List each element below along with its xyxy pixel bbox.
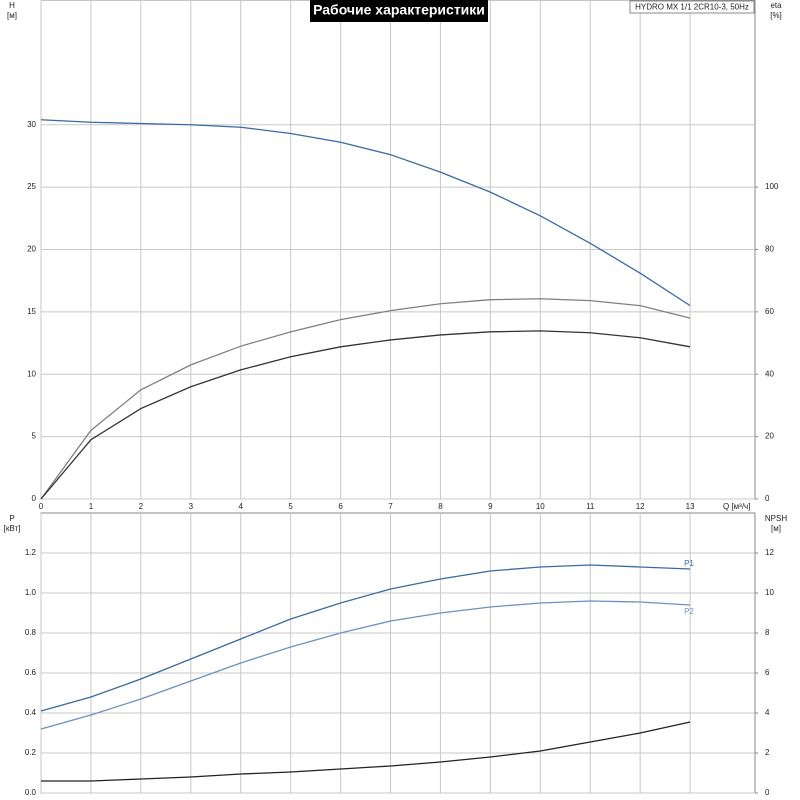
- y-tick-label: 20: [27, 245, 36, 254]
- y2-tick-label: 4: [765, 708, 770, 717]
- y2-tick-label: 80: [765, 245, 774, 254]
- y2-axis-label: eta: [770, 1, 782, 10]
- series-label: P1: [684, 559, 694, 568]
- x-tick-label: 8: [438, 502, 443, 511]
- x-tick-label: 3: [189, 502, 194, 511]
- y-tick-label: 0.4: [25, 708, 37, 717]
- plot-area: [40, 512, 756, 794]
- y-tick-label: 0: [32, 494, 37, 503]
- y2-tick-label: 12: [765, 548, 774, 557]
- series-line: [40, 600, 691, 730]
- chart-title: Рабочие характеристики: [313, 2, 485, 18]
- y2-tick-label: 40: [765, 369, 774, 378]
- x-tick-label: 0: [39, 502, 44, 511]
- series-line: [40, 298, 691, 500]
- y-tick-label: 1.2: [25, 548, 37, 557]
- series-label: P2: [684, 607, 694, 616]
- series-line: [40, 564, 691, 712]
- x-tick-label: 1: [89, 502, 94, 511]
- y2-tick-label: 100: [765, 182, 779, 191]
- y2-axis-unit: [м]: [771, 524, 781, 533]
- x-tick-label: 12: [636, 502, 645, 511]
- y2-tick-label: 8: [765, 628, 770, 637]
- y2-tick-label: 10: [765, 588, 774, 597]
- y2-axis-unit: [%]: [770, 11, 782, 20]
- series-line: [40, 119, 691, 307]
- x-axis-label: Q [м³/ч]: [723, 502, 750, 511]
- y-tick-label: 15: [27, 307, 36, 316]
- y2-tick-label: 60: [765, 307, 774, 316]
- y2-tick-label: 0: [765, 494, 770, 503]
- y-tick-label: 0.8: [25, 628, 37, 637]
- y-axis-unit: [кВт]: [4, 524, 21, 533]
- series-line: [41, 721, 691, 782]
- y2-tick-label: 6: [765, 668, 770, 677]
- x-tick-label: 9: [488, 502, 493, 511]
- y2-tick-label: 2: [765, 748, 770, 757]
- y-tick-label: 1.0: [25, 588, 37, 597]
- y-tick-label: 0.2: [25, 748, 37, 757]
- x-tick-label: 2: [139, 502, 144, 511]
- y-axis-label: H: [9, 1, 15, 10]
- y2-tick-label: 0: [765, 788, 770, 797]
- model-label: HYDRO MX 1/1 2CR10-3, 50Hz: [635, 3, 749, 12]
- model-box: [629, 0, 755, 14]
- y-tick-label: 10: [27, 369, 36, 378]
- y2-tick-label: 20: [765, 432, 774, 441]
- y-tick-label: 0.0: [25, 788, 37, 797]
- y-tick-label: 0.6: [25, 668, 37, 677]
- y-tick-label: 25: [27, 182, 36, 191]
- x-tick-label: 10: [536, 502, 545, 511]
- y-axis-unit: [м]: [7, 11, 17, 20]
- y2-axis-label: NPSH: [765, 514, 787, 523]
- series-line: [40, 330, 691, 500]
- title-box: [310, 0, 488, 22]
- y-tick-label: 5: [32, 432, 37, 441]
- x-tick-label: 6: [338, 502, 343, 511]
- y-tick-label: 30: [27, 120, 36, 129]
- x-tick-label: 4: [238, 502, 243, 511]
- x-tick-label: 11: [586, 502, 595, 511]
- x-tick-label: 5: [288, 502, 293, 511]
- y-axis-label: P: [9, 514, 14, 523]
- x-tick-label: 7: [388, 502, 393, 511]
- x-tick-label: 13: [686, 502, 695, 511]
